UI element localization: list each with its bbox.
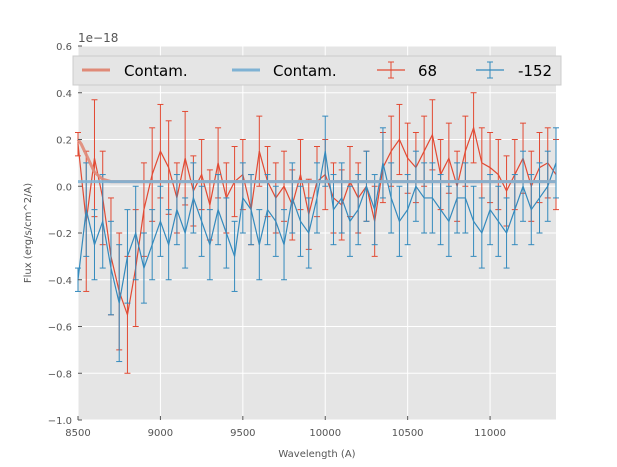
x-tick-label: 10000: [309, 428, 341, 439]
legend-label: Contam.: [273, 62, 337, 80]
y-offset-label: 1e−18: [78, 31, 118, 45]
legend-entry: -152: [476, 61, 552, 80]
y-tick-label: 0.6: [56, 42, 72, 53]
y-tick-label: 0.0: [56, 182, 72, 193]
y-tick-label: −0.8: [48, 369, 72, 380]
y-tick-label: 0.4: [56, 89, 72, 100]
legend-entry: Contam.: [82, 62, 188, 80]
legend-entry: 68: [377, 61, 437, 80]
x-tick-label: 9000: [148, 428, 173, 439]
legend-entry: Contam.: [232, 62, 337, 80]
y-axis-ticks: −1.0 −0.8 −0.6 −0.4 −0.2 0.0 0.2 0.4 0.6: [48, 42, 82, 427]
y-tick-label: −1.0: [48, 416, 72, 427]
x-axis-label: Wavelength (A): [278, 449, 355, 460]
x-tick-label: 10500: [392, 428, 424, 439]
legend-label: 68: [418, 62, 437, 80]
legend: Contam. Contam. 68 -152: [72, 55, 562, 86]
y-tick-label: 0.2: [56, 136, 72, 147]
x-axis-ticks: 8500 9000 9500 10000 10500 11000: [65, 416, 506, 439]
y-tick-label: −0.4: [48, 276, 72, 287]
y-tick-label: −0.2: [48, 229, 72, 240]
y-axis-label: Flux (erg/s/cm^2/A): [23, 183, 34, 283]
series-layer: [75, 92, 559, 374]
x-tick-label: 11000: [474, 428, 506, 439]
y-tick-label: −0.6: [48, 323, 72, 334]
x-tick-label: 9500: [230, 428, 255, 439]
legend-label: -152: [518, 62, 552, 80]
series-line: [77, 151, 557, 304]
legend-label: Contam.: [124, 62, 188, 80]
series-3: [75, 115, 559, 363]
x-tick-label: 8500: [65, 428, 90, 439]
